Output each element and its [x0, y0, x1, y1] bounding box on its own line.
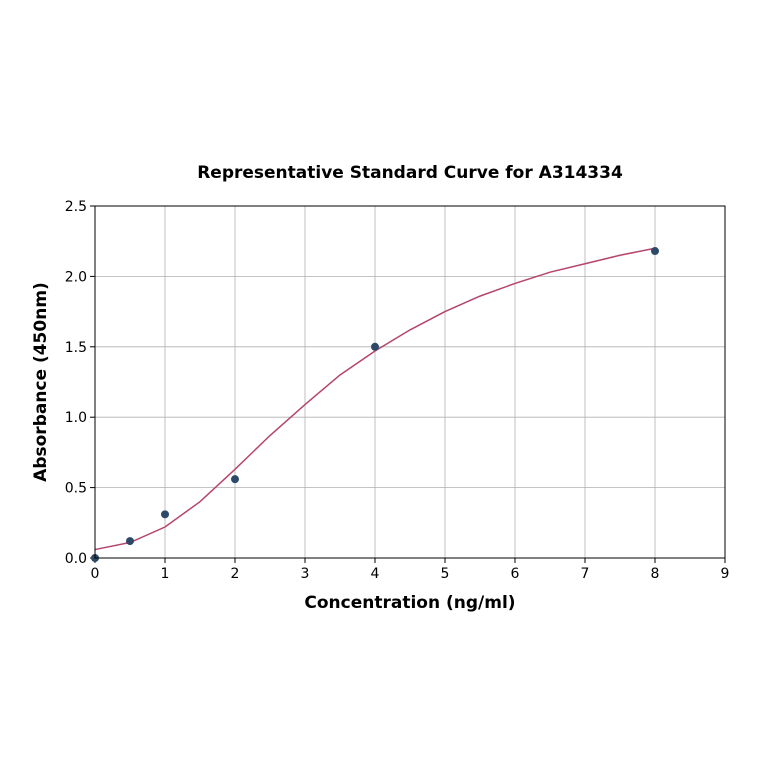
data-point — [231, 475, 239, 484]
x-tick-label: 2 — [231, 566, 240, 582]
x-tick-label: 1 — [161, 566, 170, 582]
x-tick-label: 9 — [721, 566, 730, 582]
y-tick-label: 0.5 — [65, 481, 87, 497]
x-tick-label: 5 — [441, 566, 450, 582]
x-tick-label: 0 — [91, 566, 100, 582]
x-tick-label: 7 — [581, 566, 590, 582]
chart-title: Representative Standard Curve for A31433… — [197, 163, 623, 183]
y-axis-label: Absorbance (450nm) — [31, 282, 51, 482]
plot-frame — [94, 205, 726, 559]
y-tick-label: 1.0 — [65, 410, 87, 426]
x-axis-label: Concentration (ng/ml) — [304, 593, 515, 613]
data-point — [371, 342, 379, 351]
y-tick-label: 2.0 — [65, 269, 87, 285]
fit-curve — [94, 247, 656, 551]
y-tick-label: 1.5 — [65, 340, 87, 356]
y-tick-label: 2.5 — [65, 199, 87, 215]
x-tick-label: 8 — [651, 566, 660, 582]
data-point — [161, 510, 169, 519]
x-tick-label: 3 — [301, 566, 310, 582]
x-tick-label: 4 — [371, 566, 380, 582]
y-tick-label: 0.0 — [65, 551, 87, 567]
x-tick-label: 6 — [511, 566, 520, 582]
data-point — [126, 537, 134, 546]
data-point — [651, 247, 659, 256]
plot — [91, 247, 659, 562]
